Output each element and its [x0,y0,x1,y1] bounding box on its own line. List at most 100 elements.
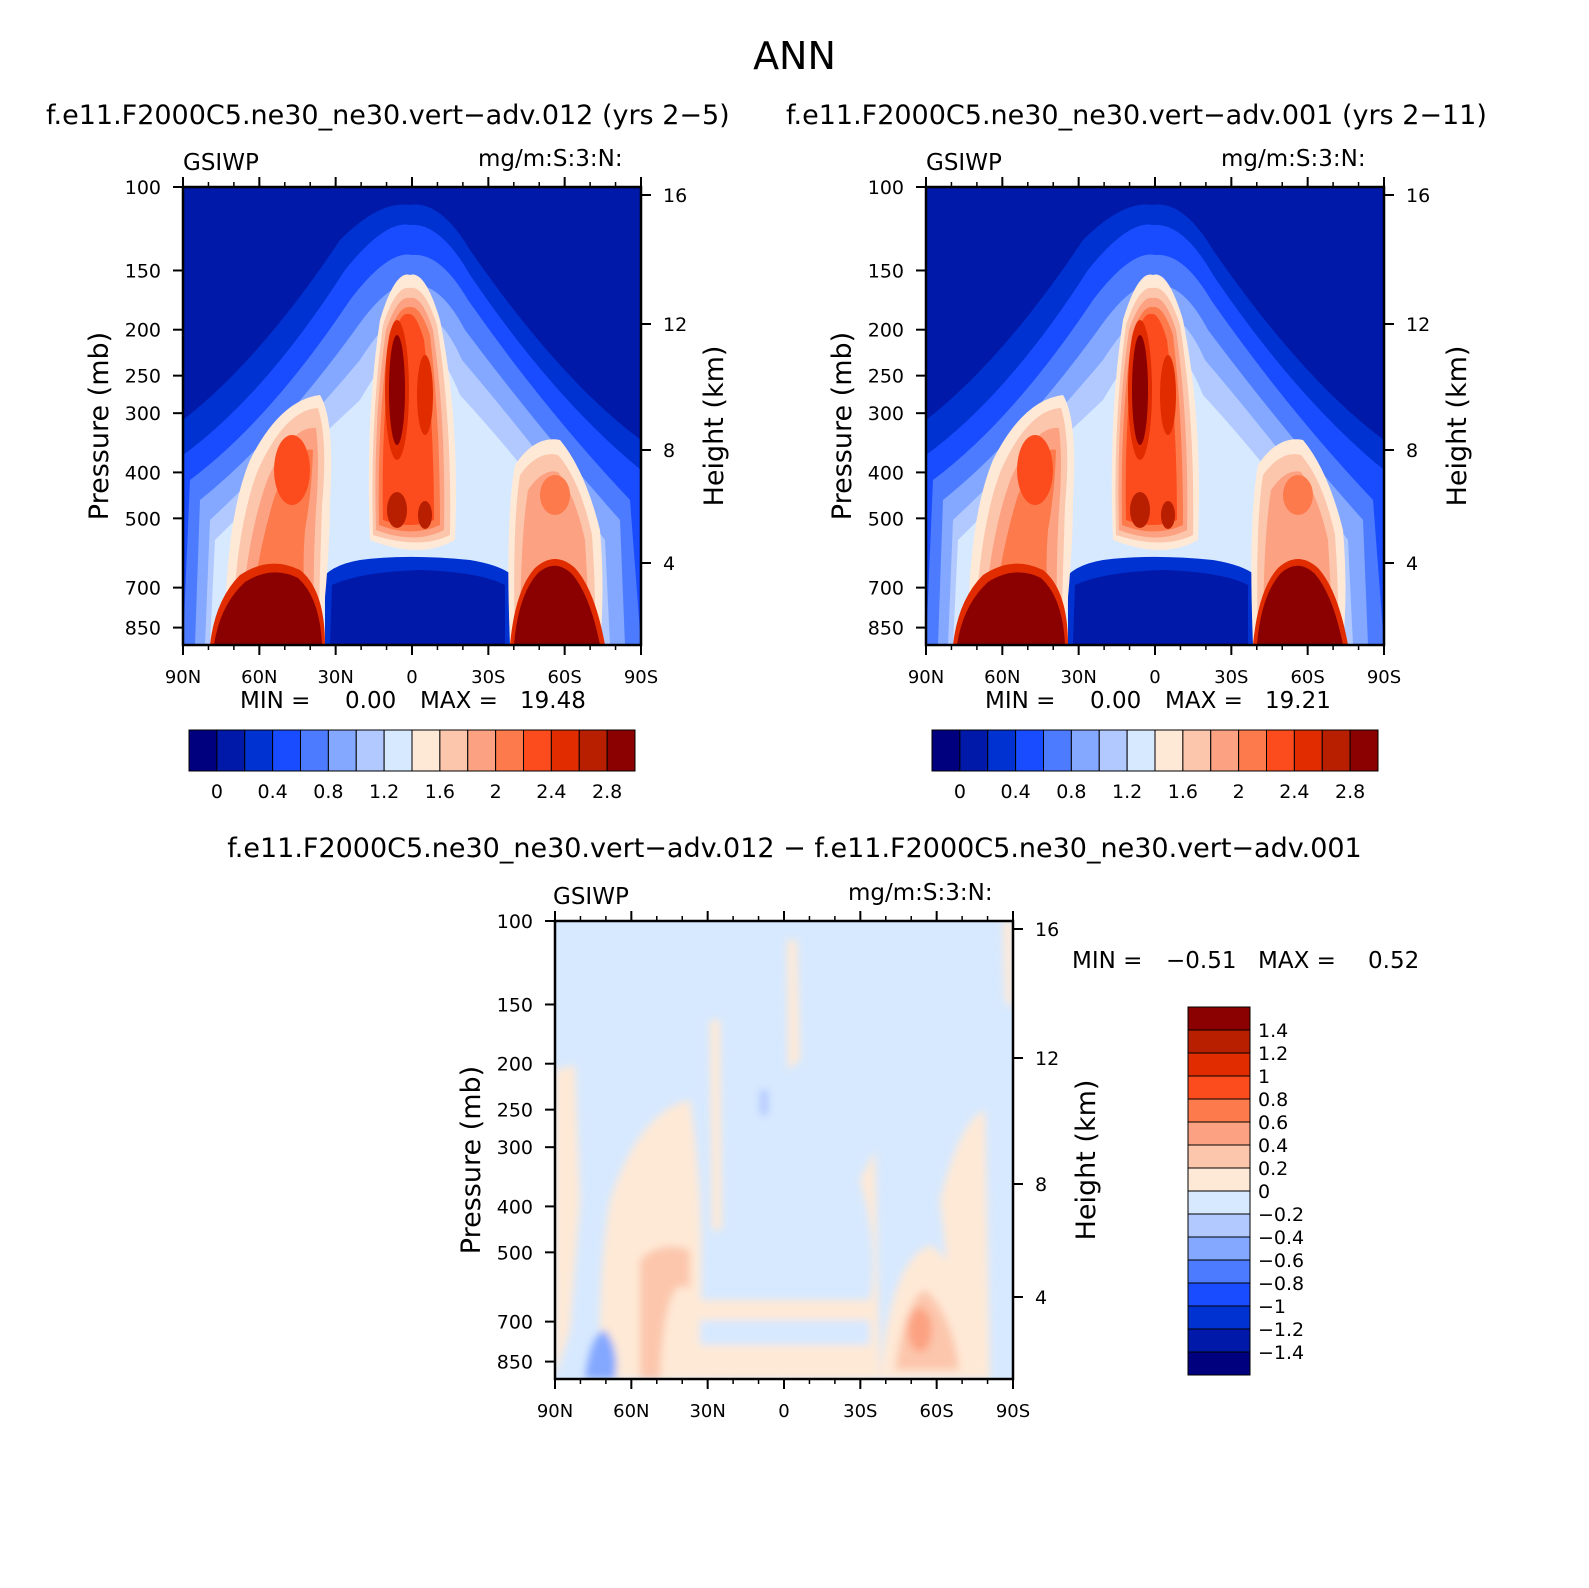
x-tick-label: 60N [241,667,277,688]
colorbar-swatch [1187,1052,1251,1077]
colorbar-swatch [1293,729,1323,772]
colorbar-swatch [1187,1259,1251,1284]
y2-tick-label: 8 [1035,1174,1047,1196]
x-tick-label: 60S [547,667,581,688]
colorbar-label: 0.4 [258,781,288,803]
colorbar-swatch [1187,1144,1251,1169]
diff-panel-title: f.e11.F2000C5.ne30_ne30.vert−adv.012 − f… [227,833,1362,864]
colorbar-swatch [439,729,469,772]
colorbar-swatch [1187,1029,1251,1054]
x-tick-label: 0 [1149,667,1160,688]
y2-tick-label: 4 [1406,553,1418,575]
colorbar-swatch [327,729,357,772]
colorbar-swatch [523,729,552,772]
panel2-colorbar: 0 0.4 0.8 1.2 1.6 2 2.4 2.8 [931,729,1379,803]
x-tick-label: 90S [1367,667,1401,688]
y-tick-label: 150 [497,994,533,1016]
colorbar-label: 1.6 [425,781,455,803]
colorbar-label: 2.4 [1279,781,1309,803]
colorbar-swatch [1187,1213,1251,1238]
panel2-min-label: MIN = [985,688,1056,714]
x-tick-label: 90N [537,1401,573,1422]
colorbar-label: 0.6 [1258,1112,1288,1134]
y-tick-label: 850 [497,1352,533,1374]
colorbar-label: 0.8 [1258,1089,1288,1111]
y-tick-label: 500 [868,508,904,530]
x-tick-label: 60N [613,1401,649,1422]
panel3-min-value: −0.51 [1166,948,1237,974]
panel1-max-value: 19.48 [520,688,586,714]
colorbar-swatch [550,729,580,772]
colorbar-swatch [355,729,385,772]
panel2-min-value: 0.00 [1090,688,1142,714]
y2-axis-label: Height (km) [1071,1080,1102,1241]
colorbar-label: 0.4 [1258,1135,1288,1157]
y-tick-label: 300 [125,403,161,425]
panel3-units: mg/m:S:3:N: [848,880,993,906]
colorbar-label: 0.8 [313,781,343,803]
y-tick-label: 500 [125,508,161,530]
x-tick-label: 0 [406,667,417,688]
y-tick-label: 150 [868,260,904,282]
colorbar-label: −1 [1258,1296,1286,1318]
colorbar-swatch [300,729,329,772]
y-tick-label: 400 [868,462,904,484]
colorbar-swatch [1154,729,1184,772]
panel3-variable: GSIWP [553,884,629,910]
x-tick-label: 90S [624,667,658,688]
colorbar-swatch [467,729,497,772]
colorbar-label: 2 [490,781,502,803]
y2-tick-label: 8 [663,440,675,462]
y2-tick-label: 16 [1406,185,1430,207]
panel1-field [183,187,641,645]
colorbar-swatch [188,729,218,772]
colorbar-swatch [1015,729,1044,772]
x-tick-label: 30S [1214,667,1248,688]
colorbar-swatch [1187,1282,1251,1307]
panel1-min-label: MIN = [240,688,311,714]
x-tick-label: 30N [689,1401,725,1422]
colorbar-swatch [1187,1098,1251,1123]
y2-tick-label: 16 [1035,919,1059,941]
colorbar-swatch [216,729,246,772]
x-tick-label: 60S [919,1401,953,1422]
colorbar-swatch [606,729,636,772]
y-tick-label: 300 [868,403,904,425]
colorbar-label: 0 [954,781,966,803]
colorbar-label: −1.4 [1258,1342,1304,1364]
y-axis-label: Pressure (mb) [827,332,858,520]
y2-tick-label: 16 [663,185,687,207]
colorbar-label: 1.2 [1112,781,1142,803]
x-tick-label: 30N [1060,667,1096,688]
colorbar-label: −0.2 [1258,1204,1304,1226]
y-tick-label: 150 [125,260,161,282]
colorbar-label: 0.4 [1001,781,1031,803]
x-tick-label: 30S [843,1401,877,1422]
colorbar-label: −1.2 [1258,1319,1304,1341]
y2-tick-label: 12 [663,314,687,336]
colorbar-swatch [578,729,608,772]
colorbar-swatch [272,729,301,772]
x-tick-label: 30N [317,667,353,688]
colorbar-label: 1.2 [1258,1043,1288,1065]
x-tick-label: 90N [165,667,201,688]
panel3-colorbar: 1.41.210.80.60.40.20−0.2−0.4−0.6−0.8−1−1… [1187,1006,1304,1376]
colorbar-swatch [244,729,274,772]
y2-tick-label: 4 [663,553,675,575]
colorbar-swatch [1187,1075,1251,1100]
panel1-max-label: MAX = [420,688,498,714]
x-tick-label: 0 [778,1401,789,1422]
figure-title: ANN [753,34,836,78]
colorbar-label: 2.4 [536,781,566,803]
colorbar-swatch [1187,1236,1251,1261]
colorbar-swatch [1238,729,1267,772]
colorbar-swatch [1187,1167,1251,1192]
panel1-variable: GSIWP [183,150,259,176]
colorbar-swatch [1349,729,1379,772]
y-tick-label: 700 [497,1312,533,1334]
colorbar-swatch [1187,1006,1251,1031]
panel2-variable: GSIWP [926,150,1002,176]
colorbar-swatch [1321,729,1351,772]
colorbar-swatch [1043,729,1072,772]
